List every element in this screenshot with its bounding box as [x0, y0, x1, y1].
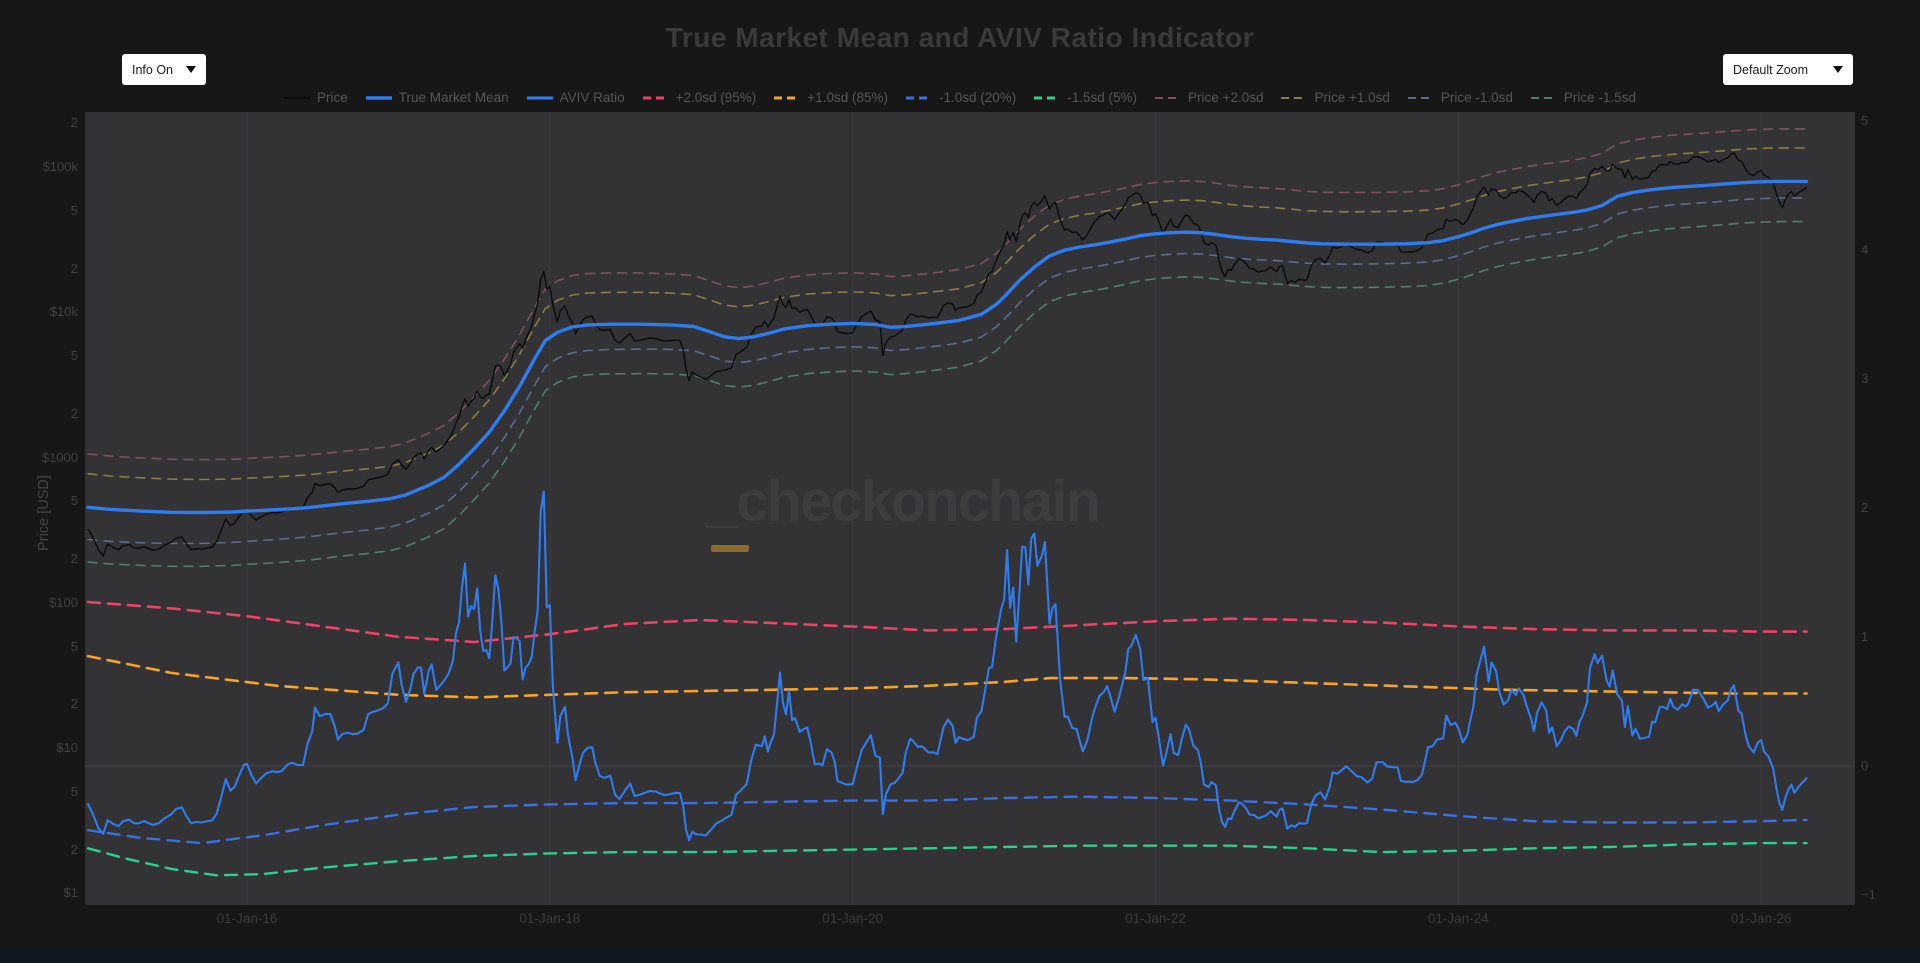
- legend-item-price-1-0sd[interactable]: Price -1.0sd: [1407, 90, 1513, 105]
- series-price-line: [87, 151, 1808, 557]
- x-tick: 01-Jan-20: [822, 911, 884, 926]
- x-tick: 01-Jan-16: [216, 911, 278, 926]
- y-right-tick: 2: [1861, 499, 1869, 515]
- legend-item--1-0sd-85-[interactable]: +1.0sd (85%): [774, 90, 888, 105]
- y-right-tick: 4: [1861, 241, 1869, 257]
- legend: Price True Market Mean AVIV Ratio +2.0sd (9…: [0, 90, 1920, 105]
- legend-item-price-1-5sd[interactable]: Price -1.5sd: [1530, 90, 1636, 105]
- legend-label: Price -1.5sd: [1563, 90, 1636, 105]
- legend-swatch-icon: [1407, 96, 1434, 99]
- legend-item-true-market-mean[interactable]: True Market Mean: [365, 90, 509, 105]
- x-tick: 01-Jan-24: [1427, 911, 1489, 926]
- legend-item--1-5sd-5-[interactable]: -1.5sd (5%): [1034, 90, 1137, 105]
- series--1-5sd-5-: [86, 841, 1808, 877]
- info-toggle-value: Info On: [132, 62, 173, 77]
- y-left-tick: $10: [56, 740, 78, 756]
- y-right-tick: 0: [1861, 757, 1869, 773]
- series--1-0sd-20-: [86, 795, 1808, 845]
- zoom-select-value: Default Zoom: [1733, 62, 1809, 77]
- legend-label: -1.5sd (5%): [1067, 90, 1138, 105]
- y-left-tick: 2: [70, 115, 78, 131]
- legend-item-price-1-0sd[interactable]: Price +1.0sd: [1281, 90, 1390, 105]
- legend-item--1-0sd-20-[interactable]: -1.0sd (20%): [905, 90, 1017, 105]
- watermark-gold-dash: [711, 545, 749, 552]
- y-left-tick: $10k: [49, 304, 78, 320]
- legend-item-price-2-0sd[interactable]: Price +2.0sd: [1155, 90, 1263, 105]
- y-left-tick: 5: [70, 348, 78, 364]
- legend-item-aviv-ratio[interactable]: AVIV Ratio: [526, 90, 625, 105]
- y-left-tick: 2: [70, 841, 78, 857]
- legend-label: Price +2.0sd: [1188, 90, 1264, 105]
- caret-down-icon: [1833, 66, 1843, 73]
- legend-label: AVIV Ratio: [559, 90, 625, 105]
- y-left-tick: 2: [70, 260, 78, 276]
- y-left-tick: $100k: [42, 159, 78, 175]
- legend-item--2-0sd-95-[interactable]: +2.0sd (95%): [642, 90, 757, 105]
- y-right-tick: 1: [1861, 628, 1869, 644]
- y-left-tick: 2: [70, 696, 78, 712]
- series-aviv-ratio-line: [86, 490, 1808, 842]
- y-left-tick: 5: [70, 493, 78, 509]
- series-price-1-5sd: [87, 220, 1808, 568]
- x-tick: 01-Jan-22: [1125, 911, 1186, 926]
- legend-item-price[interactable]: Price: [284, 90, 348, 105]
- legend-label: -1.0sd (20%): [938, 90, 1017, 105]
- page-title: True Market Mean and AVIV Ratio Indicato…: [665, 22, 1255, 53]
- series-price-1-0sd: [87, 197, 1808, 545]
- y-left-tick: 2: [70, 551, 78, 567]
- y-axis-title-price: Price [USD]: [35, 475, 52, 551]
- legend-swatch-icon: [1034, 96, 1061, 99]
- y-left-tick: $1: [63, 885, 78, 901]
- legend-label: +2.0sd (95%): [675, 90, 757, 105]
- legend-label: Price -1.0sd: [1440, 90, 1513, 105]
- legend-label: True Market Mean: [398, 90, 509, 105]
- legend-label: +1.0sd (85%): [807, 90, 888, 105]
- series--1-0sd-85-: [86, 654, 1808, 699]
- series--2-0sd-95-: [86, 600, 1808, 644]
- y-left-tick: $100: [49, 594, 78, 610]
- legend-swatch-icon: [284, 96, 311, 99]
- legend-swatch-icon: [1281, 96, 1308, 99]
- plot-area[interactable]: [85, 112, 1855, 905]
- y-left-tick: 5: [70, 638, 78, 654]
- series-price-2-0sd: [87, 128, 1808, 461]
- x-tick: 01-Jan-18: [519, 911, 581, 926]
- legend-swatch-icon: [905, 96, 932, 99]
- y-right-tick: 3: [1861, 370, 1869, 386]
- legend-swatch-icon: [365, 95, 392, 100]
- y-left-tick: 2: [70, 405, 78, 421]
- legend-label: Price +1.0sd: [1314, 90, 1390, 105]
- series-price-1-0sd: [87, 147, 1808, 481]
- legend-swatch-icon: [1530, 96, 1557, 99]
- y-left-tick: 5: [70, 202, 78, 218]
- y-right-tick: 5: [1861, 113, 1869, 129]
- legend-swatch-icon: [774, 96, 801, 99]
- series-true-market-mean-line: [86, 179, 1809, 515]
- zoom-select[interactable]: Default Zoom: [1723, 54, 1853, 85]
- watermark: _checkonchain: [706, 469, 1101, 534]
- y-left-tick: $1000: [41, 449, 78, 465]
- legend-swatch-icon: [642, 96, 669, 99]
- caret-down-icon: [186, 66, 196, 73]
- legend-label: Price: [317, 90, 348, 105]
- y-right-tick: −1: [1861, 886, 1876, 902]
- info-toggle-select[interactable]: Info On: [122, 54, 206, 85]
- legend-swatch-icon: [1155, 96, 1182, 99]
- legend-swatch-icon: [526, 96, 553, 99]
- x-tick: 01-Jan-26: [1730, 911, 1792, 926]
- y-left-tick: 5: [70, 783, 78, 799]
- footer-strip: [0, 947, 1920, 963]
